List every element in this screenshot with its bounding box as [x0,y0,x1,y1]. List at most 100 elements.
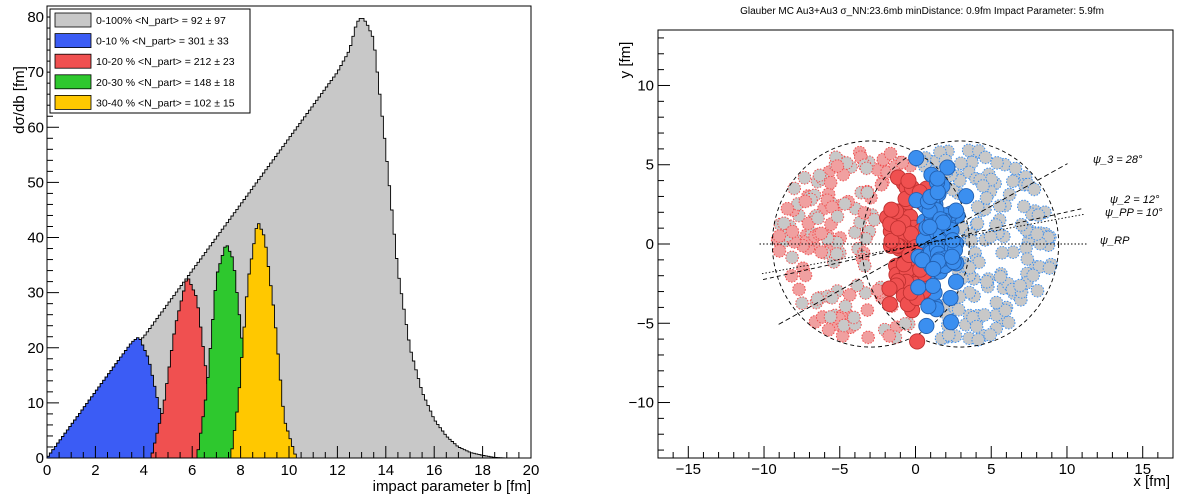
spectator-nucleon [990,156,1004,170]
left-x-tick-label: 4 [140,462,148,479]
spectator-nucleon [1014,217,1029,232]
left-y-tick-label: 70 [27,64,44,81]
angle-line-0 [778,163,1068,325]
spectator-nucleon [785,250,799,265]
participant-nucleon [929,170,946,187]
spectator-nucleon [951,302,966,317]
participant-nucleon [890,220,907,237]
participant-nucleon [883,201,900,218]
spectator-nucleon [798,268,813,283]
spectator-nucleon [825,290,839,305]
legend-swatch [54,33,92,48]
right-y-tick-label: −10 [629,395,654,412]
spectator-nucleon [858,231,873,246]
spectator-nucleon [998,303,1013,318]
spectator-nucleon [811,211,825,226]
legend-swatch [54,53,92,69]
spectator-nucleon [830,209,845,224]
spectator-nucleon [835,328,850,343]
left-y-tick-label: 10 [27,395,44,412]
spectator-nucleon [983,229,998,244]
participant-nucleon [942,314,959,331]
right-y-tick-label: 5 [646,157,654,174]
spectator-nucleon [989,295,1004,310]
spectator-nucleon [847,310,861,325]
right-chart-title: Glauber MC Au3+Au3 σ_NN:23.6mb minDistan… [740,6,1104,17]
spectator-nucleon [777,216,791,231]
spectator-nucleon [972,255,986,270]
right-x-tick-label: 0 [911,461,919,478]
spectator-nucleon [823,175,838,190]
left-y-tick-label: 50 [27,174,44,191]
participant-nucleon [914,252,931,269]
participant-nucleon [881,296,898,313]
spectator-nucleon [874,177,889,192]
left-y-tick-label: 40 [27,230,44,247]
spectator-nucleon [1031,208,1046,222]
right-y-axis-label: y [fm] [617,42,634,79]
spectator-nucleon [861,330,875,345]
spectator-nucleon [1008,161,1023,176]
spectator-nucleon [1026,268,1040,283]
spectator-nucleon [798,194,813,209]
left-x-tick-label: 8 [236,462,244,479]
participant-nucleons [879,149,975,350]
legend-entry: 0-10 % <N_part> = 301 ± 33 [96,36,229,48]
spectator-nucleon [1030,283,1045,298]
left-y-tick-label: 80 [27,9,44,26]
left-x-tick-label: 18 [474,462,491,479]
left-x-tick-label: 14 [377,462,394,479]
spectator-nucleon [772,244,787,258]
right-y-tick-label: −5 [637,315,654,332]
participant-nucleon [925,260,942,278]
left-x-tick-label: 0 [43,462,51,479]
spectator-nucleon [895,155,909,170]
spectator-nucleon [795,296,809,310]
legend: 0-100% <N_part> = 92 ± 97 0-10 % <N_part>… [49,8,251,114]
histogram-series-4 [230,223,297,459]
right-x-tick-label: 5 [987,461,995,478]
participant-nucleon [944,232,961,249]
spectator-nucleon [954,156,968,171]
spectator-nucleon [857,258,872,273]
angle-label-1: ψ_2 = 12° [1110,194,1160,206]
spectator-nucleon [812,168,827,183]
spectator-nucleon [850,278,865,293]
spectator-nucleon [821,322,836,337]
spectator-nucleon [979,274,994,289]
glauber-event-display: Glauber MC Au3+Au3 σ_NN:23.6mb minDistan… [617,6,1174,490]
spectator-nucleon [976,179,990,193]
spectator-nucleon [883,146,898,161]
spectator-nucleon [1016,199,1031,214]
left-y-tick-label: 20 [27,340,44,357]
legend-swatch [54,74,92,90]
angle-label-3: ψ_RP [1100,235,1130,247]
spectator-nucleon [1006,174,1020,189]
legend-entry: 20-30 % <N_part> = 148 ± 18 [96,77,235,89]
spectator-nucleon [964,233,979,248]
left-x-tick-label: 16 [426,462,443,479]
spectator-nucleon [792,282,806,297]
right-y-tick-label: 0 [646,236,654,253]
left-x-tick-label: 2 [91,462,99,479]
left-y-tick-label: 60 [27,119,44,136]
angle-line-1 [762,207,1084,281]
spectator-nucleon [838,299,853,313]
spectator-nucleon [823,310,838,324]
spectator-nucleon [848,225,862,240]
spectator-nucleon [1002,187,1017,202]
participant-nucleon [881,280,898,297]
spectator-nucleon [829,247,844,261]
histogram-series-1 [46,337,181,459]
spectator-nucleon [1042,261,1057,275]
event-plane-lines [759,163,1087,325]
angle-label-0: ψ_3 = 28° [1093,154,1143,166]
spectator-nucleon [859,161,874,176]
participant-nucleon [918,317,935,334]
left-x-tick-label: 20 [523,462,540,479]
legend-entry: 0-100% <N_part> = 92 ± 97 [96,15,226,27]
nucleus-outline-0 [771,140,970,348]
spectator-nucleon [941,328,956,342]
spectator-nucleon [978,150,993,165]
spectator-nucleon [995,245,1009,260]
